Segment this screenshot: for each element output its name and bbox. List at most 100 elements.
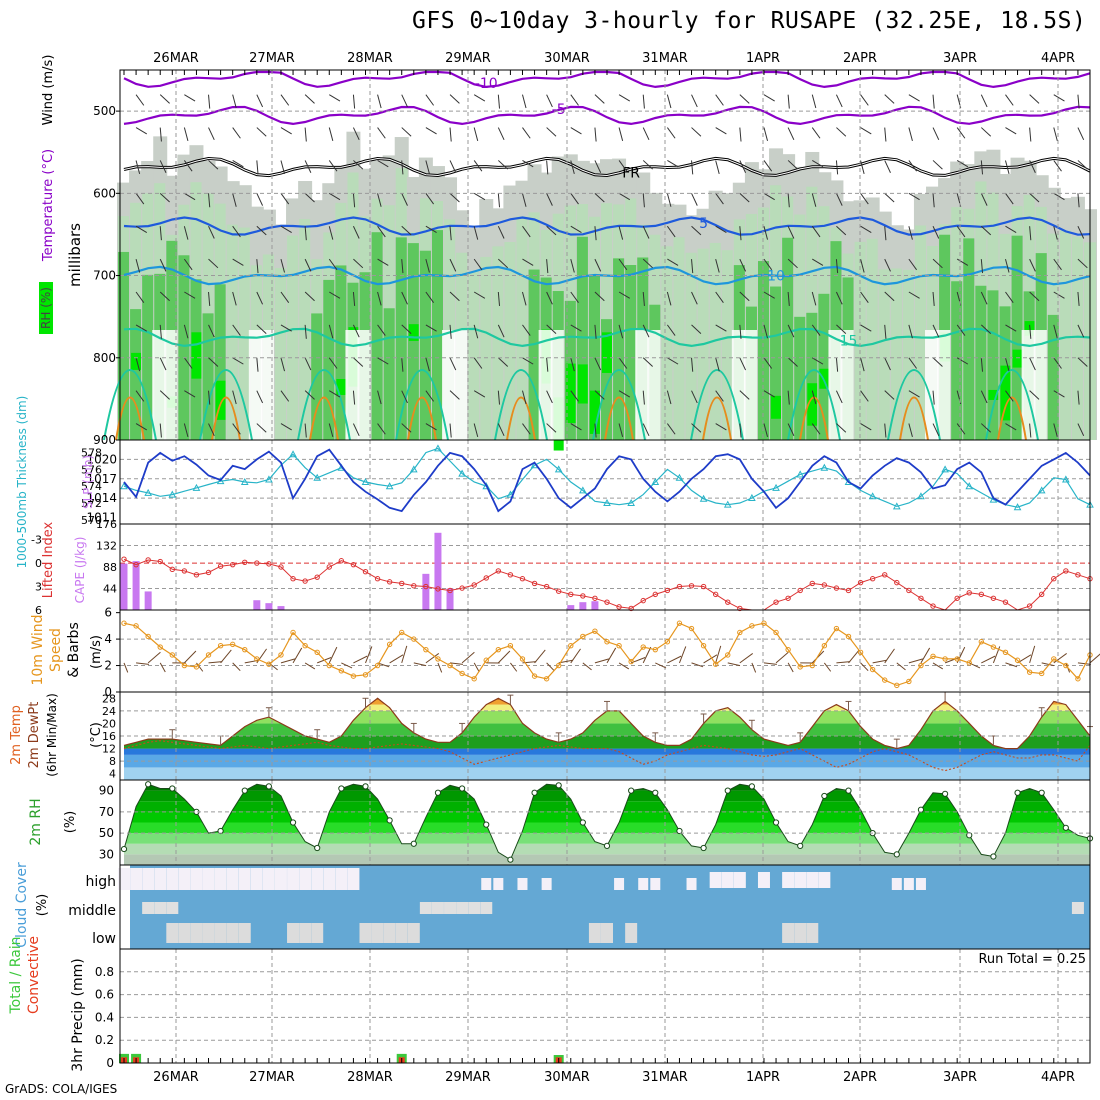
temp-band — [124, 767, 1090, 780]
wind-barb — [1053, 357, 1062, 369]
date-label-top: 30MAR — [544, 51, 590, 66]
wind-speed-marker — [773, 629, 779, 636]
isotherm-line — [211, 396, 241, 441]
date-label-top: 29MAR — [445, 51, 491, 66]
wind-barb — [836, 661, 851, 664]
wind-barb — [811, 225, 821, 238]
ylabel-rh2m-unit: (%) — [63, 811, 78, 834]
lifted-index-marker — [266, 561, 272, 567]
wind-barb — [352, 324, 360, 338]
run-total-label: Run Total = 0.25 — [978, 952, 1086, 967]
wind-barb — [980, 225, 992, 236]
rh2m-tick-label: 30 — [99, 847, 114, 861]
slp-tick-label: 1014 — [86, 491, 117, 505]
wind-speed-marker — [833, 625, 840, 632]
wind-barb — [570, 94, 579, 106]
wind-barb — [980, 357, 984, 372]
cloud-level-label: low — [92, 931, 116, 947]
rh-cell — [577, 364, 588, 404]
wind-barb — [835, 193, 843, 206]
wind-barb — [715, 423, 727, 431]
wind-barb — [497, 390, 501, 405]
thickness-marker — [820, 463, 829, 471]
precip-tick-label: 0.4 — [95, 1010, 114, 1024]
wind-barb — [642, 291, 645, 306]
ylabel-rh2m: 2m RH — [28, 798, 44, 845]
cloud-low-cell — [359, 923, 372, 943]
temp-tick-label: 24 — [102, 705, 116, 718]
wind-barb — [328, 646, 338, 664]
wind-barb — [932, 226, 940, 239]
lifted-index-marker — [652, 591, 658, 598]
wind-barb — [787, 390, 790, 405]
wind-barb — [1077, 324, 1085, 338]
wind-speed-marker — [326, 662, 332, 669]
pressure-label: 900 — [93, 433, 116, 447]
wind-barb — [836, 324, 847, 334]
pressure-label: 600 — [93, 186, 116, 200]
lifted-index-marker — [507, 572, 514, 578]
wind-speed-marker — [894, 682, 900, 689]
wind-barb — [835, 259, 839, 274]
wind-barb — [304, 226, 307, 241]
wind-barb — [811, 423, 821, 435]
wind-barb — [932, 193, 935, 208]
rh2m-marker — [821, 792, 828, 800]
rh2m-marker — [748, 783, 756, 790]
wind-barb — [280, 324, 292, 332]
cloud-mid-cell — [419, 902, 432, 914]
slp-line — [123, 448, 1091, 513]
wind-barb — [763, 226, 769, 240]
wind-barb — [377, 193, 382, 207]
wind-barb — [522, 324, 531, 336]
wind-barb — [570, 193, 579, 205]
wind-barb — [570, 423, 582, 431]
rh-cell — [118, 251, 130, 440]
wind-barb — [329, 192, 341, 201]
wind-barb — [449, 324, 452, 339]
wind-barb — [570, 160, 575, 174]
wind-barb — [787, 94, 790, 109]
wind-barb — [413, 662, 427, 667]
lifted-index-marker — [290, 576, 296, 582]
cloud-high-cell — [721, 872, 734, 888]
lifted-index-marker — [568, 591, 574, 598]
wind-speed-marker — [725, 652, 731, 658]
rh2m-marker — [386, 817, 393, 824]
isotherm-label: 15 — [840, 334, 858, 350]
isotherm-line — [997, 396, 1027, 441]
thickness-marker — [385, 482, 394, 490]
ylabel-temp-1: 2m Temp — [9, 705, 24, 765]
wind-barb — [377, 324, 386, 336]
wind-barb — [159, 390, 170, 400]
wind-barb — [642, 94, 645, 109]
wind-barb — [1077, 390, 1080, 405]
lifted-index-marker — [459, 585, 465, 591]
wind-barb — [1029, 291, 1040, 302]
wind-speed-marker — [556, 662, 562, 669]
lifted-index-marker — [531, 580, 538, 587]
rh-cell — [565, 363, 576, 424]
wind-barb — [763, 423, 769, 438]
wind-barb — [835, 390, 843, 404]
cape-bar — [422, 573, 430, 610]
wind-barb — [932, 127, 940, 141]
date-label-top: 28MAR — [347, 51, 393, 66]
wind-barb — [449, 160, 457, 173]
lifted-index-marker — [193, 572, 200, 578]
wind-barb — [848, 649, 860, 664]
wind-barb — [473, 94, 486, 102]
rh-cell — [988, 389, 999, 400]
wind-speed-marker — [616, 643, 622, 649]
wind-speed-marker — [254, 656, 260, 662]
cloud-high-cell — [323, 868, 336, 890]
isotherm-label: 10 — [767, 268, 785, 284]
wind-barb — [1077, 193, 1080, 208]
wind-speed-marker — [1026, 669, 1033, 675]
wind-speed-marker — [290, 629, 296, 636]
wind-barb — [232, 94, 237, 109]
wind-barb — [328, 258, 338, 271]
cloud-low-cell — [299, 923, 312, 943]
wind-barb — [473, 127, 479, 142]
wind-barb — [546, 193, 553, 206]
